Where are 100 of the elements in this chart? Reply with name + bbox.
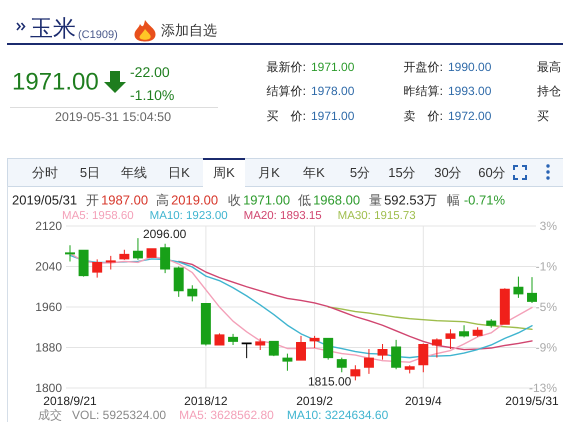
- candlestick: [336, 357, 347, 373]
- candlestick: [119, 249, 130, 260]
- y2-tick-label: -5%: [536, 300, 558, 314]
- candlestick: [146, 248, 157, 258]
- line-series: [178, 260, 533, 350]
- text: 买 价:: [266, 109, 306, 123]
- candlestick: [200, 302, 211, 346]
- candlestick: [282, 353, 292, 372]
- text: 卖 价:: [404, 109, 443, 123]
- text: 1978.00: [311, 84, 355, 98]
- text: 结算价:: [266, 84, 306, 98]
- text: 低: [298, 192, 312, 208]
- candlestick: [92, 258, 102, 278]
- candlestick: [350, 364, 360, 381]
- text: 5分: [350, 165, 370, 180]
- text: 15分: [388, 165, 416, 180]
- y-tick-label: 1960: [35, 300, 62, 314]
- y-tick-label: 2040: [35, 260, 62, 274]
- y2-tick-label: -1%: [536, 260, 558, 274]
- text: 收: [228, 192, 242, 208]
- y-tick-label: 1800: [35, 381, 62, 395]
- candlestick: [242, 342, 252, 359]
- x-tick-label: 2019/5/31: [505, 394, 560, 408]
- candlestick: [187, 284, 198, 302]
- text: 最高: [537, 60, 561, 74]
- candlestick: [255, 338, 266, 351]
- line-series: [327, 306, 533, 330]
- text: 1968.00: [313, 192, 360, 208]
- candlestick: [132, 238, 143, 260]
- candlestick: [500, 288, 510, 325]
- text: 添加自选: [161, 22, 217, 38]
- candlestick: [268, 340, 279, 357]
- text: -1.10%: [130, 87, 174, 103]
- candlestick: [432, 338, 442, 358]
- text: -22.00: [130, 64, 170, 80]
- candlestick: [459, 324, 470, 338]
- candlestick: [445, 328, 456, 350]
- text: 量: [369, 192, 382, 208]
- annotation: 2096.00: [142, 227, 187, 242]
- candlestick: [378, 343, 388, 360]
- candlestick: [78, 249, 89, 278]
- candlestick: [404, 364, 415, 374]
- candlestick: [106, 255, 116, 270]
- text: 分时: [32, 165, 58, 180]
- annotation: 1815.00: [308, 374, 352, 388]
- text: 买: [537, 109, 549, 123]
- x-tick-label: 2019/4: [404, 394, 442, 408]
- text: 2019.00: [171, 192, 218, 208]
- text: 年K: [303, 165, 326, 180]
- y-tick-label: 2120: [35, 219, 62, 233]
- text: 2019/05/31: [12, 192, 78, 208]
- candlestick: [160, 243, 170, 274]
- text: MA20: 1893.15: [244, 210, 322, 222]
- y2-tick-label: -13%: [528, 381, 558, 395]
- text: MA5: 1958.60: [62, 210, 134, 222]
- y2-tick-label: -9%: [536, 340, 558, 354]
- text: 周K: [213, 165, 236, 180]
- text: VOL: 5925324.00: [72, 408, 166, 422]
- text: 高: [156, 192, 170, 208]
- text: MA5: 3628562.80: [179, 408, 274, 422]
- text: 日K: [168, 165, 190, 180]
- text: 幅: [446, 192, 460, 208]
- x-tick-label: 2018/9/21: [43, 394, 98, 408]
- text: 1971.00: [243, 192, 290, 208]
- candlestick: [296, 335, 306, 361]
- candlestick: [486, 318, 496, 328]
- text: 持仓: [537, 84, 561, 98]
- candlestick: [364, 348, 374, 374]
- text: 1990.00: [448, 60, 492, 74]
- candlestick: [65, 244, 75, 262]
- candlestick: [513, 276, 524, 298]
- text: 年线: [121, 165, 147, 180]
- text: MA30: 1915.73: [338, 210, 416, 222]
- text: 60分: [478, 165, 506, 180]
- candlestick: [214, 332, 224, 346]
- text: 1971.00: [311, 60, 355, 74]
- text: 玉米: [30, 15, 76, 41]
- text: 592.53万: [384, 192, 437, 208]
- candlestick: [472, 326, 483, 338]
- candlestick: [527, 276, 537, 304]
- candlestick: [228, 333, 238, 346]
- y-tick-label: 1880: [35, 340, 62, 354]
- text: MA10: 1923.00: [150, 210, 228, 222]
- text: 1971.00: [311, 109, 355, 123]
- text: 1987.00: [101, 192, 148, 208]
- text: 昨结算:: [404, 84, 443, 98]
- text: 1972.00: [448, 109, 492, 123]
- x-tick-label: 2019/2: [296, 394, 334, 408]
- text: -0.71%: [464, 192, 506, 208]
- candlestick: [174, 266, 184, 298]
- text: 成交: [38, 408, 62, 422]
- candlestick: [310, 335, 320, 349]
- text: MA10: 3224634.60: [286, 408, 389, 422]
- text: 1971.00: [12, 68, 99, 96]
- text: 30分: [434, 165, 462, 180]
- y2-tick-label: 3%: [540, 219, 558, 233]
- text: 2019-05-31 15:04:50: [54, 110, 172, 124]
- text: 5日: [80, 165, 100, 180]
- text: 月K: [258, 165, 280, 180]
- text: 开盘价:: [404, 60, 443, 74]
